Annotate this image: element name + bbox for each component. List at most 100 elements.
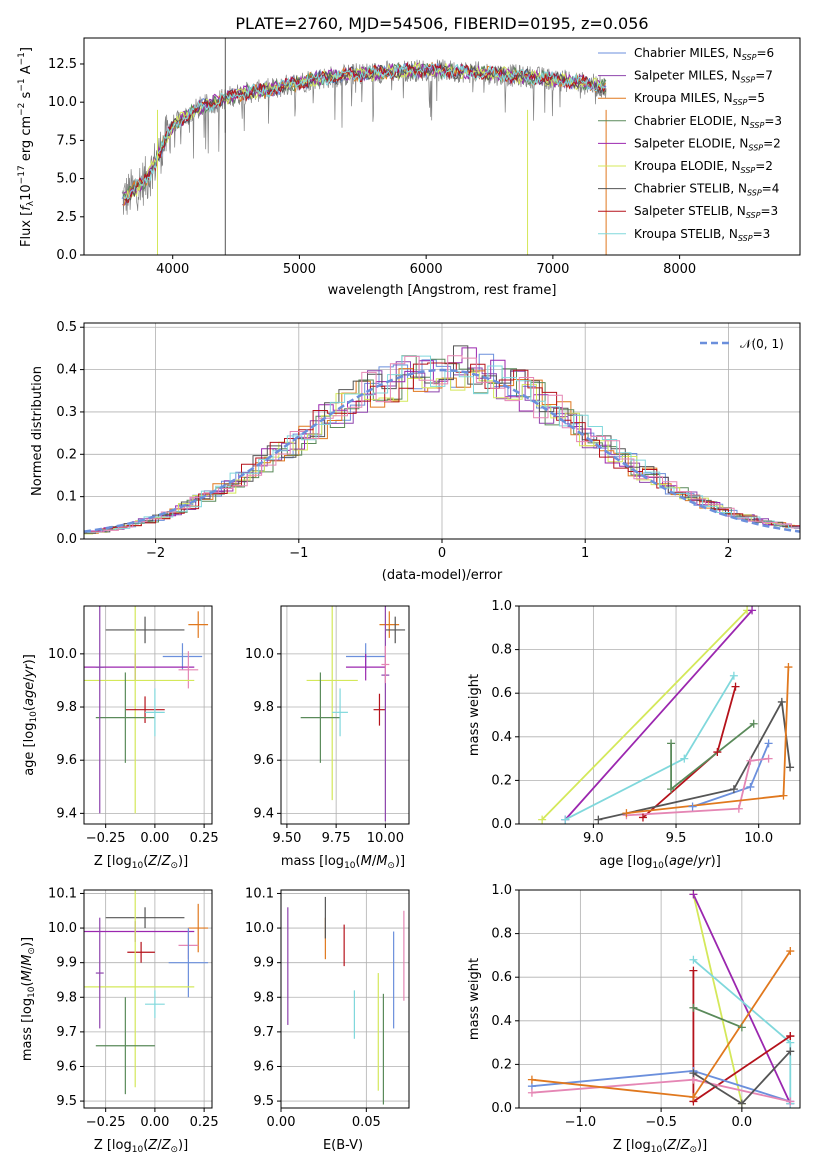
residual-histogram	[84, 345, 800, 534]
weight-line	[693, 1006, 743, 1029]
spectrum-ytick-label: 0.0	[56, 248, 77, 263]
residual-xtick-label: −1	[289, 546, 308, 561]
Z-age-panel: −0.25 0.00 0.25 9.4 9.6 9.8 10.0	[48, 605, 219, 846]
xtick-label: 0.25	[190, 1115, 219, 1130]
axes-frame	[518, 605, 801, 825]
ytick-label: 1.0	[491, 599, 512, 614]
weight-marker	[689, 1003, 698, 1012]
ytick-label: 0.8	[491, 927, 512, 942]
spectrum-ytick-label: 10.0	[48, 95, 77, 110]
spectrum-ytick-label: 2.5	[56, 210, 77, 225]
ytick-label: 9.6	[253, 1059, 274, 1074]
weight-marker	[749, 719, 758, 728]
residual-histogram	[86, 355, 800, 532]
zage-xlabel: Z [log10(Z/Z⊙)]	[94, 854, 188, 871]
EBV-mass-panel: 0.00 0.05 9.5 9.6 9.7 9.8 9.9 10.0 10.1	[245, 886, 410, 1130]
ytick-label: 9.4	[56, 806, 77, 821]
ytick-label: 0.8	[491, 643, 512, 658]
ytick-label: 9.7	[253, 1025, 274, 1040]
residual-ylabel: Normed distribution	[30, 366, 45, 496]
xtick-label: 0.00	[140, 831, 169, 846]
residual-xlabel: (data-model)/error	[382, 568, 503, 583]
legend-label: Chabrier ELODIE, NSSP=3	[634, 114, 782, 130]
ytick-label: 9.5	[253, 1094, 274, 1109]
weight-marker	[689, 890, 698, 899]
ytick-label: 10.0	[245, 921, 274, 936]
zmw-xlabel: Z [log10(Z/Z⊙)]	[613, 1138, 707, 1155]
axes-frame	[83, 889, 213, 1109]
ytick-label: 9.8	[253, 990, 274, 1005]
gaussian-legend-label: 𝒩(0, 1)	[740, 337, 784, 351]
xtick-label: −0.5	[645, 1115, 677, 1130]
weight-marker	[688, 802, 697, 811]
xtick-label: 9.5	[666, 831, 687, 846]
axes-frame	[518, 889, 801, 1109]
weight-marker	[680, 754, 689, 763]
ytick-label: 9.7	[56, 1025, 77, 1040]
massage-xlabel: mass [log10(M/M⊙)]	[281, 854, 405, 871]
xtick-label: 0.25	[190, 831, 219, 846]
weight-line	[692, 894, 743, 1104]
axes-frame	[280, 605, 410, 825]
weight-marker	[786, 1047, 795, 1056]
residual-ytick-label: 0.3	[56, 405, 77, 420]
ytick-label: 9.4	[253, 806, 274, 821]
weight-marker	[746, 756, 755, 765]
weight-marker	[777, 697, 786, 706]
Z-massweight-panel: −1.0 −0.5 0.0 0.0 0.2 0.4 0.6 0.8 1.0	[491, 883, 801, 1130]
spectrum-xtick-label: 6000	[410, 262, 443, 277]
residual-ytick-label: 0.0	[56, 532, 77, 547]
residual-xtick-label: −2	[146, 546, 165, 561]
xtick-label: 9.50	[272, 831, 301, 846]
weight-marker	[784, 663, 793, 672]
xtick-label: 0.0	[732, 1115, 753, 1130]
residual-legend: 𝒩(0, 1)	[700, 337, 784, 351]
spectrum-panel: Chabrier MILES, NSSP=6 Salpeter MILES, NS…	[17, 37, 801, 298]
spectrum-xtick-label: 4000	[156, 262, 189, 277]
weight-marker	[594, 815, 603, 824]
ytick-label: 10.1	[245, 886, 274, 901]
ytick-label: 9.8	[56, 700, 77, 715]
weight-marker	[786, 947, 795, 956]
weight-marker	[731, 682, 740, 691]
residual-histogram	[84, 368, 800, 534]
spectrum-model-line	[122, 61, 607, 206]
residual-histogram	[84, 362, 800, 533]
ytick-label: 0.6	[491, 970, 512, 985]
weight-marker	[689, 966, 698, 975]
weight-marker	[748, 606, 757, 615]
plot-area	[84, 890, 209, 1095]
residual-ytick-label: 0.4	[56, 363, 77, 378]
plot-area	[84, 606, 209, 814]
residual-histogram	[86, 355, 800, 533]
spectrum-xlabel: wavelength [Angstrom, rest frame]	[328, 283, 557, 298]
residual-xtick-label: 1	[581, 546, 589, 561]
weight-marker	[737, 1023, 746, 1032]
ytick-label: 0.0	[491, 817, 512, 832]
ytick-label: 10.0	[245, 647, 274, 662]
ytick-label: 1.0	[491, 883, 512, 898]
zage-ylabel: age [log10(age/yr)]	[22, 654, 39, 776]
xtick-label: 0.00	[140, 1115, 169, 1130]
ebv-xlabel: E(B-V)	[323, 1138, 363, 1153]
residual-ytick-label: 0.5	[56, 320, 77, 335]
plot-area	[287, 896, 405, 1105]
xtick-label: 10.00	[367, 831, 404, 846]
figure-title: PLATE=2760, MJD=54506, FIBERID=0195, z=0…	[235, 14, 648, 33]
xtick-label: 0.00	[267, 1115, 296, 1130]
spectrum-ytick-label: 5.0	[56, 172, 77, 187]
zmass-xlabel: Z [log10(Z/Z⊙)]	[94, 1138, 188, 1155]
xtick-label: 9.0	[583, 831, 604, 846]
Z-mass-panel: −0.25 0.00 0.25 9.5 9.6 9.7 9.8 9.9 10.0 10.1	[48, 886, 219, 1130]
ytick-label: 9.8	[56, 990, 77, 1005]
ytick-label: 10.1	[48, 886, 77, 901]
legend-label: Salpeter MILES, NSSP=7	[634, 69, 773, 85]
weight-marker	[667, 739, 676, 748]
weight-marker	[527, 1088, 536, 1097]
ytick-label: 0.6	[491, 686, 512, 701]
weight-marker	[729, 671, 738, 680]
ytick-label: 0.4	[491, 730, 512, 745]
weight-marker	[713, 748, 722, 757]
weight-marker	[689, 1069, 698, 1078]
weight-marker	[746, 782, 755, 791]
